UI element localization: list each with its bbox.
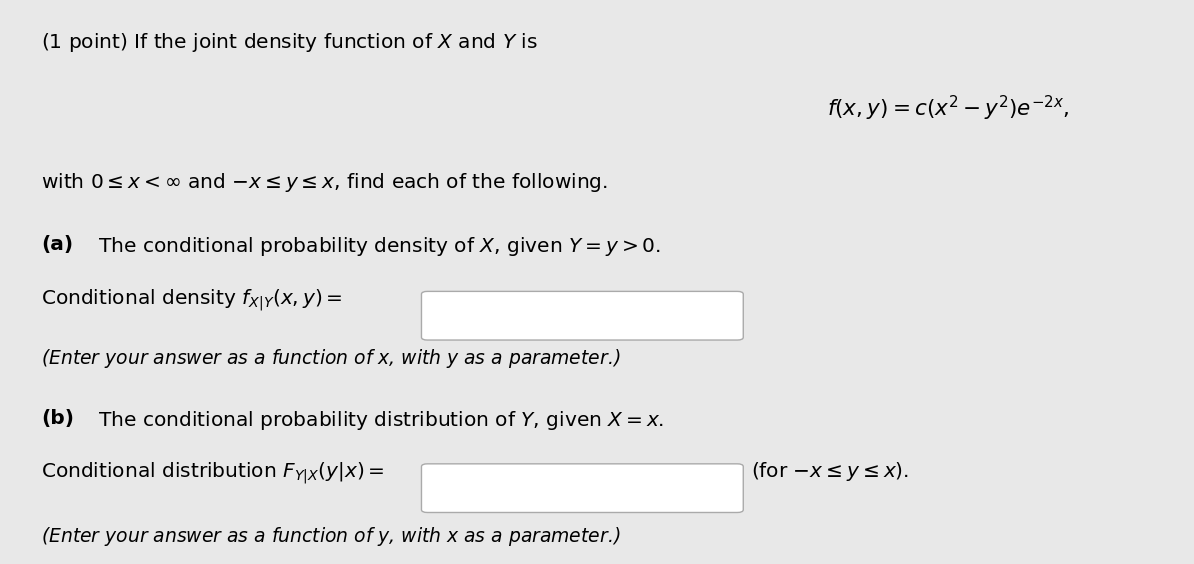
Text: Conditional distribution $F_{Y|X}(y|x) = $: Conditional distribution $F_{Y|X}(y|x) =… [41,460,384,486]
Text: (for $-x \leq y \leq x$).: (for $-x \leq y \leq x$). [751,460,910,483]
Text: (Enter your answer as a function of $y$, with $x$ as a parameter.): (Enter your answer as a function of $y$,… [41,525,621,548]
FancyBboxPatch shape [421,464,743,513]
Text: Conditional density $f_{X|Y}(x, y) = $: Conditional density $f_{X|Y}(x, y) = $ [41,288,343,314]
Text: with $0 \leq x < \infty$ and $-x \leq y \leq x$, find each of the following.: with $0 \leq x < \infty$ and $-x \leq y … [41,171,608,195]
Text: (Enter your answer as a function of $x$, with $y$ as a parameter.): (Enter your answer as a function of $x$,… [41,347,621,370]
Text: $f(x, y) = c(x^2 - y^2)e^{-2x},$: $f(x, y) = c(x^2 - y^2)e^{-2x},$ [826,94,1070,124]
Text: The conditional probability density of $X$, given $Y = y > 0$.: The conditional probability density of $… [92,235,660,258]
FancyBboxPatch shape [421,292,743,340]
Text: The conditional probability distribution of $Y$, given $X = x$.: The conditional probability distribution… [92,409,664,432]
Text: (1 point) If the joint density function of $X$ and $Y$ is: (1 point) If the joint density function … [41,30,538,54]
Text: (b): (b) [41,409,74,428]
Text: (a): (a) [41,235,73,254]
